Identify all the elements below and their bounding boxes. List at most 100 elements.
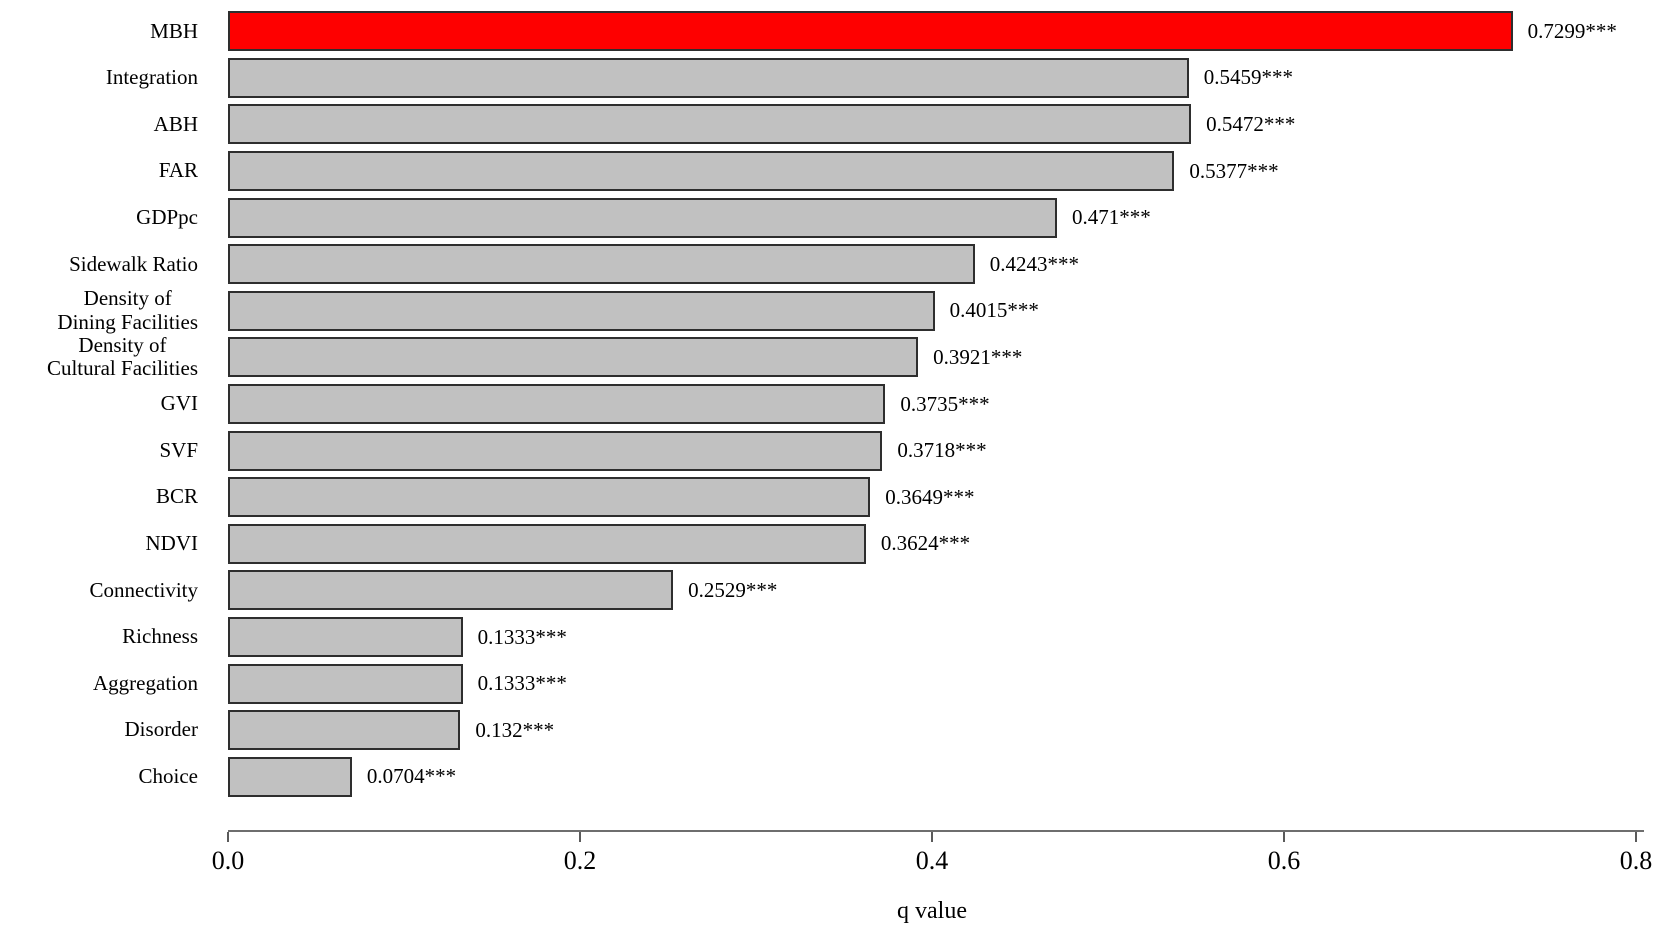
bar (228, 756, 352, 797)
bar-row: BCR 0.3649*** (0, 474, 1657, 521)
bar (228, 11, 1513, 52)
x-tick-mark (1635, 832, 1637, 842)
bar-value-label: 0.1333*** (477, 671, 567, 696)
bar-value-label: 0.7299*** (1527, 18, 1617, 43)
bar-value-label: 0.132*** (475, 717, 555, 742)
category-label: Density of Dining Facilities (57, 286, 198, 334)
bar-track: 0.3921*** (228, 334, 1636, 381)
bar-track: 0.1333*** (228, 660, 1636, 707)
category-label: Density of Cultural Facilities (46, 332, 198, 381)
bar-row: Choice 0.0704*** (0, 754, 1657, 801)
category-label: Disorder (124, 717, 198, 742)
bar-value-label: 0.471*** (1071, 205, 1151, 230)
bar-value-label: 0.2529*** (688, 577, 778, 602)
bar-track: 0.0704*** (228, 754, 1636, 801)
bar-row: GDPpc 0.471*** (0, 194, 1657, 241)
category-label: MBH (150, 18, 198, 43)
category-label-cell: Connectivity (0, 577, 228, 603)
bar-row: Aggregation 0.1333*** (0, 660, 1657, 707)
bar (228, 57, 1189, 98)
bar-value-label: 0.4015*** (949, 298, 1039, 323)
bar-row: ABH 0.5472*** (0, 101, 1657, 148)
bar (228, 523, 866, 564)
bar-row: Integration 0.5459*** (0, 55, 1657, 102)
category-label: BCR (155, 484, 198, 509)
category-label: ABH (153, 111, 198, 136)
bar-row: GVI 0.3735*** (0, 381, 1657, 428)
category-label: Choice (138, 764, 198, 789)
x-tick-label: 0.2 (563, 846, 597, 875)
bar-value-label: 0.4243*** (989, 251, 1080, 276)
bar-value-label: 0.1333*** (477, 624, 567, 649)
bar-track: 0.2529*** (228, 567, 1636, 614)
bar-value-label: 0.3921*** (933, 344, 1023, 369)
x-tick-mark (227, 832, 229, 842)
x-axis-line (228, 830, 1644, 832)
category-label-cell: Density of Dining Facilities (0, 287, 228, 334)
bar-track: 0.3649*** (228, 474, 1636, 521)
category-label-cell: Aggregation (0, 670, 228, 696)
bar (228, 337, 919, 378)
bar-track: 0.7299*** (228, 8, 1636, 55)
bar-row: Sidewalk Ratio 0.4243*** (0, 241, 1657, 288)
x-tick-label: 0.8 (1619, 846, 1653, 875)
bar-track: 0.5377*** (228, 148, 1636, 195)
bar-row: Disorder 0.132*** (0, 707, 1657, 754)
category-label-cell: FAR (0, 159, 228, 183)
category-label-cell: GDPpc (0, 205, 228, 230)
bar-value-label: 0.5472*** (1206, 111, 1296, 136)
category-label: Sidewalk Ratio (69, 251, 198, 276)
category-label: Connectivity (89, 577, 199, 602)
bar (228, 197, 1057, 238)
category-label-cell: GVI (0, 392, 228, 416)
bar (228, 710, 461, 751)
category-label-cell: Sidewalk Ratio (0, 251, 228, 277)
bar-value-label: 0.3624*** (880, 531, 971, 556)
x-axis-title: q value (897, 898, 967, 924)
category-label: NDVI (145, 531, 199, 556)
bar-value-label: 0.3718*** (897, 438, 987, 463)
x-tick-mark (579, 832, 581, 842)
bar (228, 244, 975, 285)
bar-value-label: 0.5459*** (1203, 65, 1294, 90)
bar-value-label: 0.0704*** (366, 764, 457, 789)
x-tick-label: 0.0 (211, 846, 245, 875)
bar-value-label: 0.3735*** (900, 391, 990, 416)
bar (228, 384, 886, 425)
bar-row: Density of Dining Facilities 0.4015*** (0, 287, 1657, 335)
category-label-cell: SVF (0, 437, 228, 463)
bar-row: Connectivity 0.2529*** (0, 567, 1657, 614)
category-label: Richness (122, 624, 198, 649)
category-label-cell: BCR (0, 485, 228, 509)
bar-row: Density of Cultural Facilities 0.3921*** (0, 332, 1657, 381)
bar (228, 290, 935, 331)
category-label: GVI (160, 391, 198, 416)
bar-row: Richness 0.1333*** (0, 614, 1657, 661)
bar (228, 151, 1175, 192)
category-label-cell: NDVI (0, 532, 228, 556)
bar-row: FAR 0.5377*** (0, 148, 1657, 195)
bar (228, 617, 463, 658)
category-label: Aggregation (93, 670, 198, 695)
x-axis: 0.0 0.2 0.4 0.6 0.8 (212, 830, 1652, 875)
category-label-cell: Choice (0, 765, 228, 789)
bar-track: 0.4243*** (228, 241, 1636, 288)
x-tick-mark (1283, 832, 1285, 842)
bar-track: 0.132*** (228, 707, 1636, 754)
bar-track: 0.3718*** (228, 427, 1636, 474)
category-label: SVF (159, 437, 198, 462)
bar-value-label: 0.5377*** (1189, 158, 1279, 183)
bar-row: MBH 0.7299*** (0, 8, 1657, 55)
bar-row: SVF 0.3718*** (0, 427, 1657, 474)
x-tick-label: 0.6 (1267, 846, 1301, 875)
bar-track: 0.471*** (228, 194, 1636, 241)
bar (228, 430, 883, 471)
bar (228, 477, 871, 518)
category-label-cell: Integration (0, 66, 228, 90)
category-label-cell: Disorder (0, 718, 228, 742)
bar-track: 0.5459*** (228, 55, 1636, 102)
category-label: Integration (105, 65, 198, 90)
bar (228, 104, 1192, 145)
category-label-cell: Richness (0, 625, 228, 649)
